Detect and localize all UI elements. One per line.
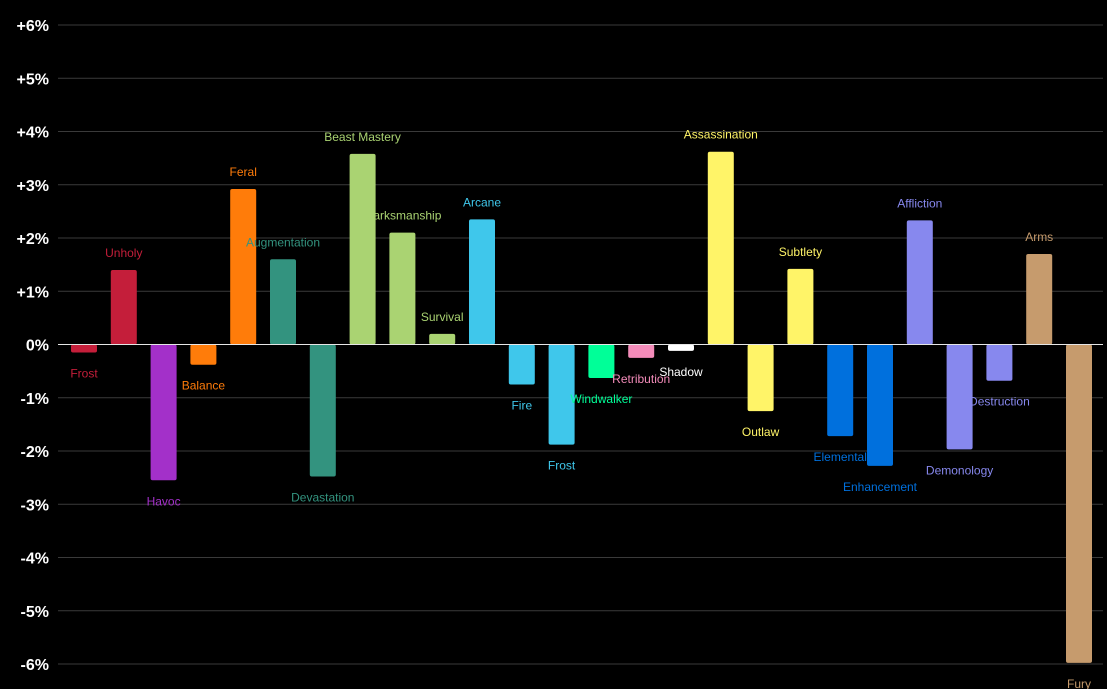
bar-label: Destruction: [969, 395, 1030, 409]
bar-label: Arms: [1025, 230, 1053, 244]
bar-label: Affliction: [897, 196, 942, 210]
y-tick-label: -4%: [21, 551, 49, 568]
bar-label: Balance: [182, 379, 226, 393]
bar: [230, 189, 257, 345]
bar-label: Retribution: [612, 372, 670, 386]
bar: [707, 151, 734, 345]
bars: [71, 151, 1092, 663]
bar-label: Devastation: [291, 491, 354, 505]
y-axis-ticks: +6% +5% +4% +3% +2% +1% 0% -1% -2% -3% -4% -5% -6%: [17, 18, 49, 674]
bar-label: Havoc: [147, 494, 181, 508]
y-tick-label: -2%: [21, 444, 49, 461]
bar-label: Augmentation: [246, 235, 320, 249]
bar: [946, 344, 973, 450]
y-tick-label: 0%: [26, 338, 49, 355]
bar: [787, 268, 814, 345]
bar-label: Shadow: [659, 365, 703, 379]
bar-label: Fury: [1067, 677, 1091, 689]
bar-label: Arcane: [463, 195, 501, 209]
bar-label: Marksmanship: [363, 209, 441, 223]
bar-label: Fire: [511, 398, 532, 412]
y-tick-label: -5%: [21, 604, 49, 621]
bar: [349, 153, 376, 345]
bar-label: Survival: [421, 310, 464, 324]
bar-label: Feral: [230, 165, 257, 179]
bar-label: Demonology: [926, 463, 993, 477]
bar-label: Enhancement: [843, 480, 918, 494]
grid-lines: [58, 24, 1103, 665]
bar: [270, 259, 296, 345]
bar-labels: Frost Unholy Havoc Balance Feral Augmentation…: [70, 128, 1091, 689]
bar: [508, 344, 535, 385]
bar: [110, 269, 137, 345]
y-tick-label: -1%: [21, 391, 49, 408]
y-tick-label: +6%: [17, 18, 49, 35]
y-tick-label: +1%: [17, 284, 49, 301]
bar: [469, 219, 495, 345]
bar: [389, 232, 416, 345]
bar: [747, 344, 774, 412]
bar: [429, 333, 456, 345]
bar: [986, 344, 1013, 381]
bar-label: Windwalker: [570, 392, 632, 406]
y-tick-label: -6%: [21, 657, 49, 674]
bar: [190, 344, 217, 365]
y-tick-label: +3%: [17, 178, 49, 195]
bar: [1026, 253, 1053, 345]
bar-label: Assassination: [684, 128, 758, 142]
bar-label: Beast Mastery: [324, 130, 401, 144]
bar: [71, 344, 97, 353]
bar: [867, 344, 893, 466]
y-tick-label: -3%: [21, 497, 49, 514]
bar-label: Frost: [548, 459, 576, 473]
bar: [906, 220, 933, 345]
y-tick-label: +2%: [17, 231, 49, 248]
bar: [1066, 344, 1092, 663]
bar: [309, 344, 336, 477]
y-tick-label: +4%: [17, 125, 49, 142]
bar-label: Frost: [70, 366, 98, 380]
bar: [150, 344, 177, 481]
bar-label: Outlaw: [742, 425, 780, 439]
bar: [548, 344, 575, 445]
bar: [827, 344, 854, 437]
bar: [588, 344, 615, 379]
bar-label: Unholy: [105, 246, 142, 260]
bar-label: Elemental: [814, 450, 867, 464]
bar: [628, 344, 655, 358]
bar-label: Subtlety: [779, 245, 822, 259]
bar: [668, 344, 694, 351]
y-tick-label: +5%: [17, 71, 49, 88]
